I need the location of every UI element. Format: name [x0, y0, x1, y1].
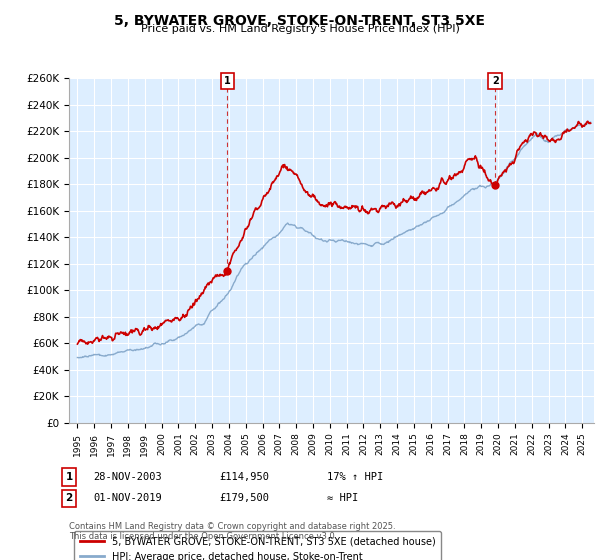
Text: Contains HM Land Registry data © Crown copyright and database right 2025.
This d: Contains HM Land Registry data © Crown c…: [69, 522, 395, 542]
Legend: 5, BYWATER GROVE, STOKE-ON-TRENT, ST3 5XE (detached house), HPI: Average price, : 5, BYWATER GROVE, STOKE-ON-TRENT, ST3 5X…: [74, 531, 442, 560]
Text: 1: 1: [65, 472, 73, 482]
Text: 5, BYWATER GROVE, STOKE-ON-TRENT, ST3 5XE: 5, BYWATER GROVE, STOKE-ON-TRENT, ST3 5X…: [115, 14, 485, 28]
Text: 28-NOV-2003: 28-NOV-2003: [93, 472, 162, 482]
Text: 17% ↑ HPI: 17% ↑ HPI: [327, 472, 383, 482]
Text: 01-NOV-2019: 01-NOV-2019: [93, 493, 162, 503]
Text: Price paid vs. HM Land Registry's House Price Index (HPI): Price paid vs. HM Land Registry's House …: [140, 24, 460, 34]
Text: 1: 1: [224, 76, 231, 86]
Text: 2: 2: [492, 76, 499, 86]
Text: £179,500: £179,500: [219, 493, 269, 503]
Text: 2: 2: [65, 493, 73, 503]
Text: £114,950: £114,950: [219, 472, 269, 482]
Text: ≈ HPI: ≈ HPI: [327, 493, 358, 503]
